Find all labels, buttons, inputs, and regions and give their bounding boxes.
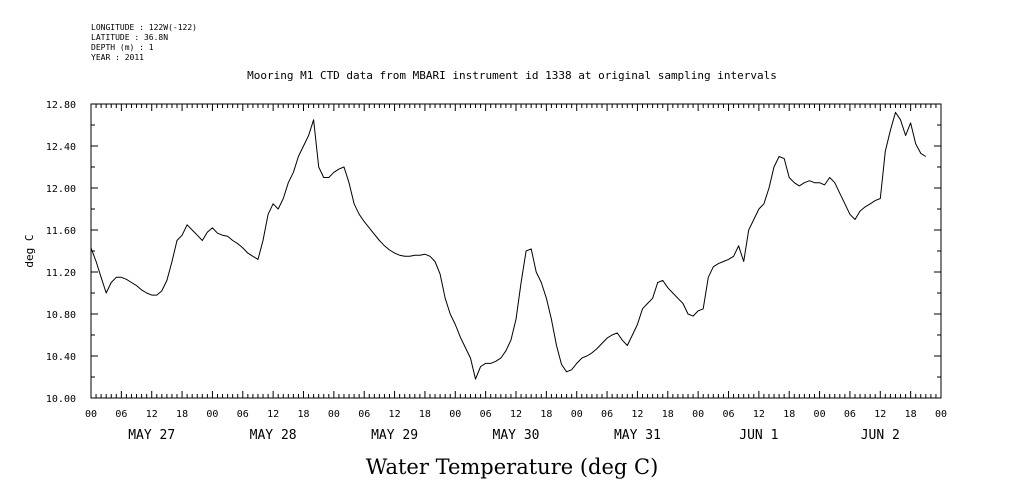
x-tick-label: 06 [722, 409, 734, 420]
x-tick-label: 18 [783, 409, 795, 420]
y-tick-label: 10.40 [46, 352, 76, 363]
x-tick-label: 00 [85, 409, 97, 420]
x-tick-label: 06 [601, 409, 613, 420]
x-tick-label: 12 [631, 409, 643, 420]
y-axis: 10.00 10.40 10.80 11.20 11.60 12.00 12.40 12.80 [46, 100, 941, 405]
plot-frame [90, 103, 942, 399]
x-tick-label: 00 [692, 409, 704, 420]
header-metadata: LONGITUDE : 122W(-122) LATITUDE : 36.8N … [91, 23, 197, 62]
day-label: MAY 31 [614, 428, 661, 443]
x-tick-label: 12 [389, 409, 401, 420]
day-label: JUN 2 [861, 428, 900, 443]
y-tick-label: 12.80 [46, 100, 76, 111]
x-tick-label: 12 [146, 409, 158, 420]
x-tick-label: 18 [419, 409, 431, 420]
y-tick-label: 10.00 [46, 394, 76, 405]
x-tick-label: 18 [540, 409, 552, 420]
y-tick-label: 12.40 [46, 142, 76, 153]
day-label: JUN 1 [739, 428, 778, 443]
x-tick-label: 06 [115, 409, 127, 420]
day-label: MAY 28 [250, 428, 297, 443]
series-layer [90, 111, 927, 380]
x-tick-label: 12 [753, 409, 765, 420]
x-axis-title: Water Temperature (deg C) [366, 455, 659, 479]
x-tick-label: 18 [662, 409, 674, 420]
x-tick-label: 06 [844, 409, 856, 420]
latitude-label: LATITUDE : 36.8N [91, 33, 168, 42]
x-tick-label: 00 [814, 409, 826, 420]
x-tick-label: 00 [328, 409, 340, 420]
longitude-label: LONGITUDE : 122W(-122) [91, 23, 197, 32]
x-tick-label: 00 [206, 409, 218, 420]
chart-title: Mooring M1 CTD data from MBARI instrumen… [247, 69, 777, 82]
x-tick-label: 00 [571, 409, 583, 420]
x-tick-label: 12 [267, 409, 279, 420]
year-label: YEAR : 2011 [91, 53, 144, 62]
y-tick-label: 10.80 [46, 310, 76, 321]
x-tick-label: 00 [935, 409, 947, 420]
x-tick-label: 00 [449, 409, 461, 420]
x-tick-label: 12 [510, 409, 522, 420]
day-label: MAY 27 [128, 428, 175, 443]
x-tick-label: 06 [358, 409, 370, 420]
x-tick-label: 06 [480, 409, 492, 420]
y-axis-label: deg C [23, 234, 36, 267]
depth-label: DEPTH (m) : 1 [91, 43, 154, 52]
x-tick-label: 06 [237, 409, 249, 420]
x-tick-label: 18 [297, 409, 309, 420]
temperature-series-line [90, 111, 927, 380]
y-tick-label: 12.00 [46, 184, 76, 195]
x-axis: 00 06 12 18 00 06 12 18 00 06 12 18 00 06 12 18 00 06 12 18… [85, 104, 947, 443]
x-tick-label: 12 [874, 409, 886, 420]
day-label: MAY 29 [371, 428, 418, 443]
x-tick-label: 18 [905, 409, 917, 420]
day-label: MAY 30 [493, 428, 540, 443]
y-tick-label: 11.60 [46, 226, 76, 237]
x-tick-label: 18 [176, 409, 188, 420]
y-tick-label: 11.20 [46, 268, 76, 279]
